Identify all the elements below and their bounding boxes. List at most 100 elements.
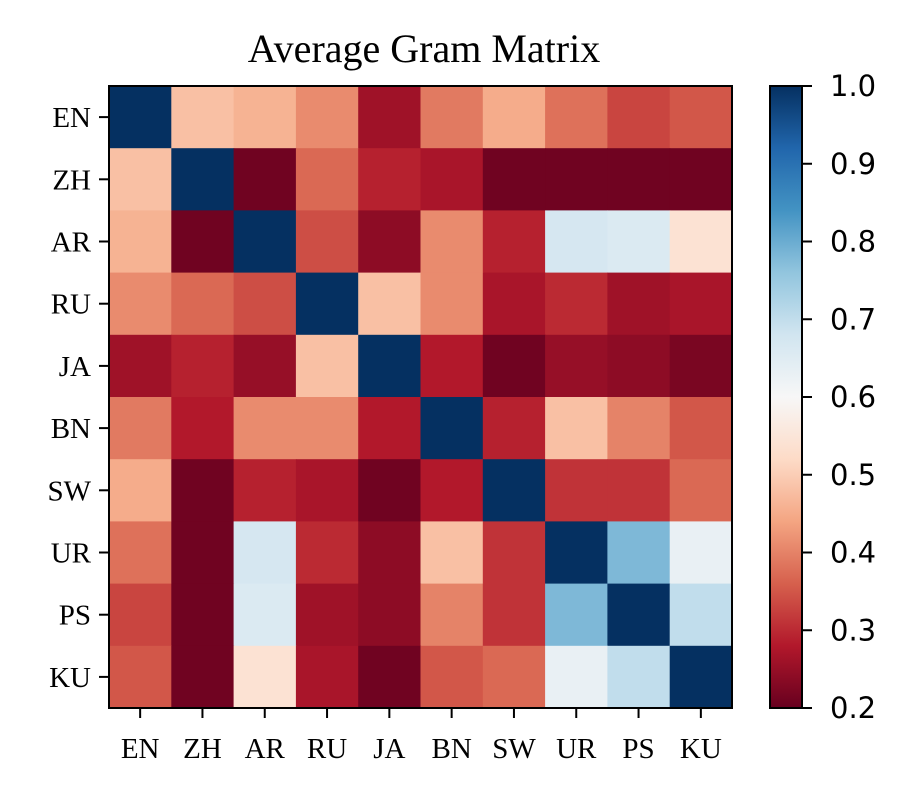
heatmap-cell-ja-ja <box>358 334 422 398</box>
heatmap-cell-ar-ru <box>295 210 359 274</box>
heatmap-cell-ur-en <box>109 521 172 585</box>
y-tick-label-en: EN <box>52 102 91 134</box>
heatmap-cell-ku-en <box>109 645 172 709</box>
y-tick-label-ar: AR <box>51 227 92 259</box>
x-tick-label-ku: KU <box>680 733 722 765</box>
x-tick-label-en: EN <box>121 733 160 765</box>
y-tick-label-ur: UR <box>51 538 92 570</box>
heatmap-frame <box>108 85 733 709</box>
heatmap-cell-ur-sw <box>482 521 546 585</box>
colorbar-tick-label: 0.2 <box>830 691 876 725</box>
heatmap-cell-ar-ku <box>669 210 733 274</box>
heatmap-cell-ar-en <box>109 210 172 274</box>
heatmap-cell-ku-sw <box>482 645 546 709</box>
heatmap-cell-ru-ru <box>295 272 359 336</box>
heatmap-cell-ru-ja <box>358 272 422 336</box>
heatmap-cell-en-ps <box>607 86 671 149</box>
heatmap-cell-bn-ar <box>233 397 297 460</box>
heatmap-cell-zh-en <box>109 148 172 211</box>
colorbar-axis: 0.2 0.3 0.4 0.5 0.6 0.7 0.8 0.9 1.0 <box>802 69 876 725</box>
heatmap-cell-ku-ps <box>607 645 671 709</box>
y-tick-label-bn: BN <box>51 413 91 445</box>
heatmap-cell-bn-ru <box>295 397 359 460</box>
heatmap-cell-en-en <box>109 86 172 149</box>
heatmap-cell-ru-ku <box>669 272 733 336</box>
colorbar-tick-label: 0.6 <box>830 380 876 414</box>
colorbar-tick-label: 0.9 <box>830 147 876 181</box>
heatmap-cell-ru-ar <box>233 272 297 336</box>
heatmap-cell-ru-ur <box>545 272 608 336</box>
heatmap-cell-en-ur <box>545 86 608 149</box>
heatmap-cell-zh-zh <box>171 148 235 211</box>
heatmap-cell-en-bn <box>420 86 484 149</box>
heatmap-cell-zh-ur <box>545 148 608 211</box>
colorbar-tick-label: 0.4 <box>830 536 876 570</box>
heatmap-cell-sw-ku <box>669 459 733 522</box>
heatmap-cell-zh-bn <box>420 148 484 211</box>
heatmap-cell-ku-ur <box>545 645 608 709</box>
heatmap-cell-sw-ps <box>607 459 671 522</box>
colorbar-tick-label: 0.5 <box>830 458 876 492</box>
heatmap-cell-sw-bn <box>420 459 484 522</box>
heatmap-cell-ps-ja <box>358 583 422 647</box>
heatmap-cell-ur-ru <box>295 521 359 585</box>
heatmap-cell-ur-ar <box>233 521 297 585</box>
heatmap-cell-ru-en <box>109 272 172 336</box>
heatmap-cell-ps-ps <box>607 583 671 647</box>
heatmap-cell-ps-ur <box>545 583 608 647</box>
heatmap-cell-en-zh <box>171 86 235 149</box>
x-tick-label-ur: UR <box>556 733 597 765</box>
y-axis: EN ZH AR RU JA BN SW UR PS KU <box>48 102 109 694</box>
heatmap-cell-ja-ar <box>233 334 297 398</box>
heatmap-cell-en-sw <box>482 86 546 149</box>
heatmap-cell-ur-ps <box>607 521 671 585</box>
heatmap-cell-ru-ps <box>607 272 671 336</box>
heatmap-cell-ar-bn <box>420 210 484 274</box>
heatmap-cell-sw-en <box>109 459 172 522</box>
y-tick-label-ru: RU <box>51 289 91 321</box>
heatmap-cell-zh-ja <box>358 148 422 211</box>
heatmap-cell-sw-ru <box>295 459 359 522</box>
heatmap-cell-ar-sw <box>482 210 546 274</box>
x-tick-label-bn: BN <box>432 733 472 765</box>
heatmap-cell-bn-zh <box>171 397 235 460</box>
heatmap-cell-ar-ur <box>545 210 608 274</box>
heatmap-cell-sw-zh <box>171 459 235 522</box>
heatmap-cell-ps-en <box>109 583 172 647</box>
heatmap-cell-sw-ja <box>358 459 422 522</box>
chart-title: Average Gram Matrix <box>248 26 600 71</box>
heatmap-cell-ku-ar <box>233 645 297 709</box>
heatmap-cell-bn-ku <box>669 397 733 460</box>
heatmap-cell-en-ja <box>358 86 422 149</box>
x-tick-label-ja: JA <box>373 733 405 765</box>
heatmap-cell-ps-sw <box>482 583 546 647</box>
heatmap-cell-ja-bn <box>420 334 484 398</box>
y-tick-label-zh: ZH <box>52 164 91 196</box>
heatmap-cell-ur-bn <box>420 521 484 585</box>
x-tick-label-ar: AR <box>245 733 286 765</box>
heatmap-cell-en-ku <box>669 86 733 149</box>
heatmap-cell-ru-bn <box>420 272 484 336</box>
heatmap-cell-zh-sw <box>482 148 546 211</box>
x-tick-label-sw: SW <box>492 733 536 765</box>
x-axis: EN ZH AR RU JA BN SW UR PS KU <box>121 708 722 765</box>
y-tick-label-sw: SW <box>48 475 92 507</box>
heatmap-cell-ps-ku <box>669 583 733 647</box>
y-tick-label-ps: PS <box>59 600 91 632</box>
y-tick-label-ku: KU <box>49 662 91 694</box>
heatmap-cell-bn-ja <box>358 397 422 460</box>
heatmap-cell-ja-zh <box>171 334 235 398</box>
heatmap-cell-ku-ru <box>295 645 359 709</box>
heatmap-cell-ru-sw <box>482 272 546 336</box>
colorbar-tick-label: 0.3 <box>830 613 876 647</box>
heatmap-cell-ps-bn <box>420 583 484 647</box>
heatmap-cell-ar-ps <box>607 210 671 274</box>
heatmap-cell-en-ru <box>295 86 359 149</box>
heatmap-cell-zh-ru <box>295 148 359 211</box>
heatmap-cell-zh-ku <box>669 148 733 211</box>
heatmap-cell-ur-zh <box>171 521 235 585</box>
y-tick-label-ja: JA <box>59 351 91 383</box>
colorbar-tick-label: 0.8 <box>830 225 876 259</box>
heatmap-cell-bn-sw <box>482 397 546 460</box>
heatmap-cell-zh-ar <box>233 148 297 211</box>
